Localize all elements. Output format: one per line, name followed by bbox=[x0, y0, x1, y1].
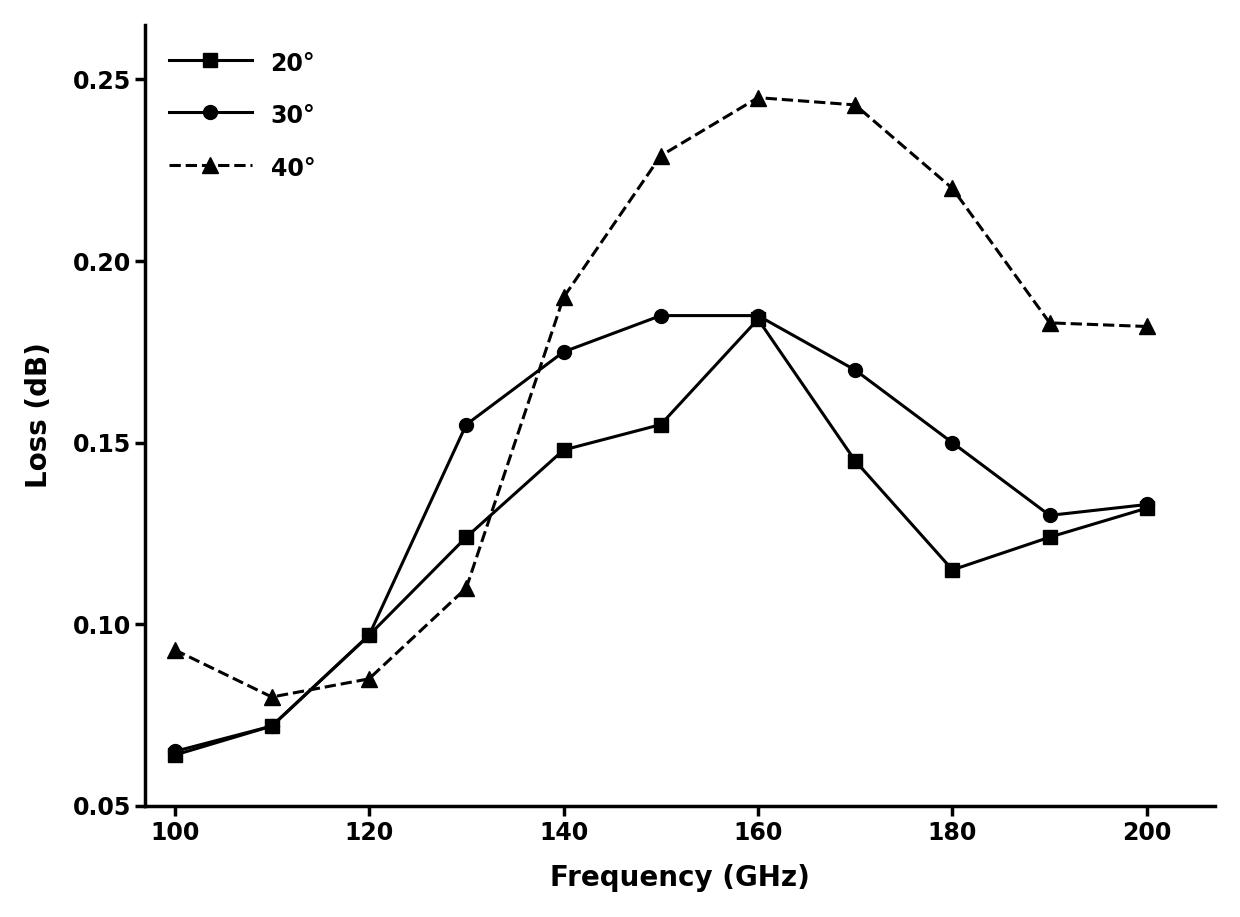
30° bbox=[459, 419, 474, 430]
40° bbox=[556, 292, 570, 303]
20° bbox=[362, 630, 377, 641]
Line: 40°: 40° bbox=[167, 90, 1154, 704]
20° bbox=[653, 419, 668, 430]
40° bbox=[459, 582, 474, 593]
X-axis label: Frequency (GHz): Frequency (GHz) bbox=[551, 864, 810, 892]
Y-axis label: Loss (dB): Loss (dB) bbox=[25, 343, 53, 489]
30° bbox=[264, 721, 279, 732]
30° bbox=[1140, 499, 1154, 510]
40° bbox=[264, 691, 279, 702]
30° bbox=[1043, 510, 1058, 521]
40° bbox=[167, 645, 182, 656]
30° bbox=[556, 347, 570, 358]
20° bbox=[1140, 503, 1154, 514]
20° bbox=[556, 445, 570, 456]
20° bbox=[1043, 532, 1058, 543]
30° bbox=[653, 310, 668, 321]
30° bbox=[945, 437, 960, 448]
Line: 30°: 30° bbox=[167, 309, 1154, 758]
20° bbox=[848, 456, 863, 467]
40° bbox=[750, 92, 765, 103]
40° bbox=[1140, 321, 1154, 332]
Line: 20°: 20° bbox=[167, 313, 1154, 762]
30° bbox=[848, 365, 863, 376]
30° bbox=[167, 746, 182, 757]
20° bbox=[750, 314, 765, 325]
40° bbox=[362, 673, 377, 684]
40° bbox=[848, 99, 863, 110]
20° bbox=[167, 749, 182, 760]
20° bbox=[264, 721, 279, 732]
Legend: 20°, 30°, 40°: 20°, 30°, 40° bbox=[157, 37, 327, 194]
40° bbox=[653, 150, 668, 161]
20° bbox=[945, 564, 960, 575]
20° bbox=[459, 532, 474, 543]
30° bbox=[362, 630, 377, 641]
40° bbox=[1043, 317, 1058, 328]
40° bbox=[945, 183, 960, 194]
30° bbox=[750, 310, 765, 321]
